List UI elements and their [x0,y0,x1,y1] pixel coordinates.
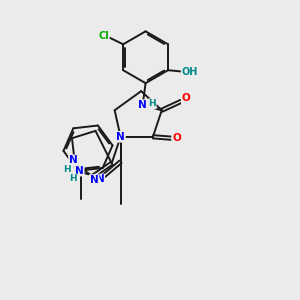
Text: H: H [69,174,76,183]
Text: N: N [116,132,125,142]
Text: N: N [138,100,147,110]
Text: N: N [69,155,78,165]
Text: N: N [90,175,98,185]
Text: H: H [148,99,156,108]
Text: OH: OH [182,67,198,77]
Text: O: O [172,133,181,143]
Text: N: N [96,174,104,184]
Text: N: N [75,166,84,176]
Text: Cl: Cl [98,31,109,41]
Text: H: H [63,165,70,174]
Text: O: O [182,94,190,103]
